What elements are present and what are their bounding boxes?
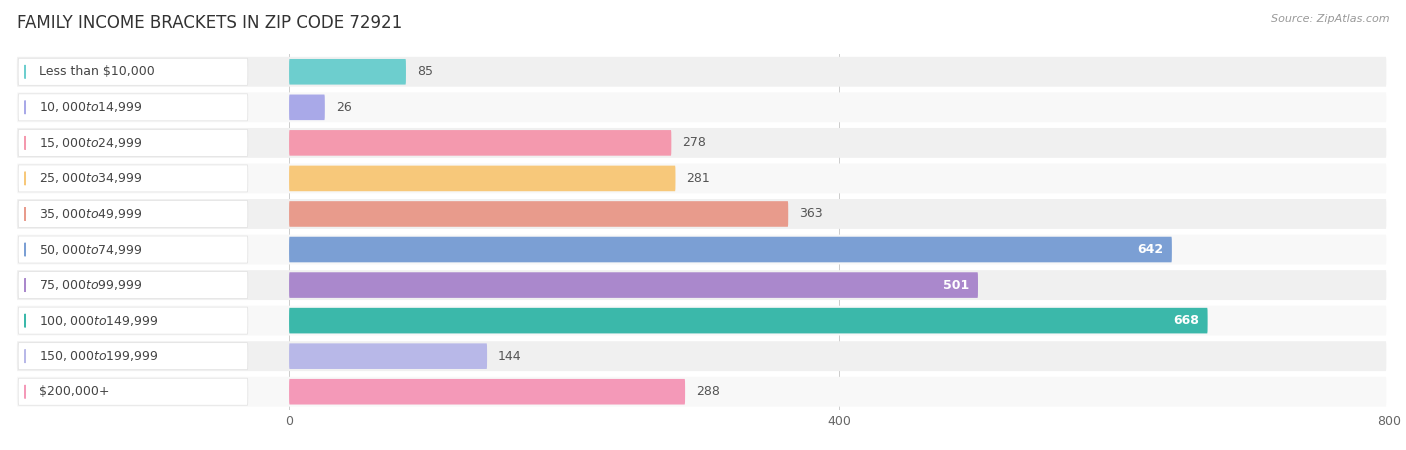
FancyBboxPatch shape — [18, 129, 247, 157]
FancyBboxPatch shape — [290, 201, 789, 227]
Text: 144: 144 — [498, 350, 522, 363]
Text: 363: 363 — [799, 207, 823, 220]
FancyBboxPatch shape — [18, 378, 247, 405]
Text: $25,000 to $34,999: $25,000 to $34,999 — [39, 171, 142, 185]
FancyBboxPatch shape — [18, 200, 247, 228]
FancyBboxPatch shape — [18, 307, 247, 334]
Text: 668: 668 — [1174, 314, 1199, 327]
Text: Source: ZipAtlas.com: Source: ZipAtlas.com — [1271, 14, 1389, 23]
Text: Less than $10,000: Less than $10,000 — [39, 65, 155, 78]
Text: $35,000 to $49,999: $35,000 to $49,999 — [39, 207, 142, 221]
Text: $200,000+: $200,000+ — [39, 385, 110, 398]
FancyBboxPatch shape — [18, 271, 247, 299]
Text: $75,000 to $99,999: $75,000 to $99,999 — [39, 278, 142, 292]
FancyBboxPatch shape — [290, 94, 325, 120]
FancyBboxPatch shape — [17, 128, 1386, 158]
Text: $100,000 to $149,999: $100,000 to $149,999 — [39, 314, 159, 328]
Text: 26: 26 — [336, 101, 352, 114]
FancyBboxPatch shape — [17, 199, 1386, 229]
FancyBboxPatch shape — [290, 343, 486, 369]
FancyBboxPatch shape — [17, 270, 1386, 300]
Text: 642: 642 — [1137, 243, 1164, 256]
FancyBboxPatch shape — [290, 237, 1171, 262]
FancyBboxPatch shape — [290, 308, 1208, 333]
Text: 288: 288 — [696, 385, 720, 398]
Text: 501: 501 — [943, 279, 970, 292]
FancyBboxPatch shape — [290, 130, 671, 156]
FancyBboxPatch shape — [17, 377, 1386, 407]
FancyBboxPatch shape — [17, 341, 1386, 371]
Text: 85: 85 — [418, 65, 433, 78]
FancyBboxPatch shape — [18, 58, 247, 86]
Text: $10,000 to $14,999: $10,000 to $14,999 — [39, 100, 142, 114]
FancyBboxPatch shape — [17, 92, 1386, 122]
Text: $50,000 to $74,999: $50,000 to $74,999 — [39, 243, 142, 256]
Text: FAMILY INCOME BRACKETS IN ZIP CODE 72921: FAMILY INCOME BRACKETS IN ZIP CODE 72921 — [17, 14, 402, 32]
FancyBboxPatch shape — [290, 272, 979, 298]
FancyBboxPatch shape — [17, 234, 1386, 265]
FancyBboxPatch shape — [18, 236, 247, 263]
FancyBboxPatch shape — [290, 379, 685, 405]
FancyBboxPatch shape — [18, 165, 247, 192]
FancyBboxPatch shape — [290, 59, 406, 85]
FancyBboxPatch shape — [17, 57, 1386, 87]
Text: 281: 281 — [686, 172, 710, 185]
FancyBboxPatch shape — [17, 163, 1386, 194]
Text: $15,000 to $24,999: $15,000 to $24,999 — [39, 136, 142, 150]
FancyBboxPatch shape — [17, 306, 1386, 336]
Text: $150,000 to $199,999: $150,000 to $199,999 — [39, 349, 159, 363]
FancyBboxPatch shape — [18, 342, 247, 370]
FancyBboxPatch shape — [18, 94, 247, 121]
FancyBboxPatch shape — [290, 166, 675, 191]
Text: 278: 278 — [682, 136, 706, 149]
